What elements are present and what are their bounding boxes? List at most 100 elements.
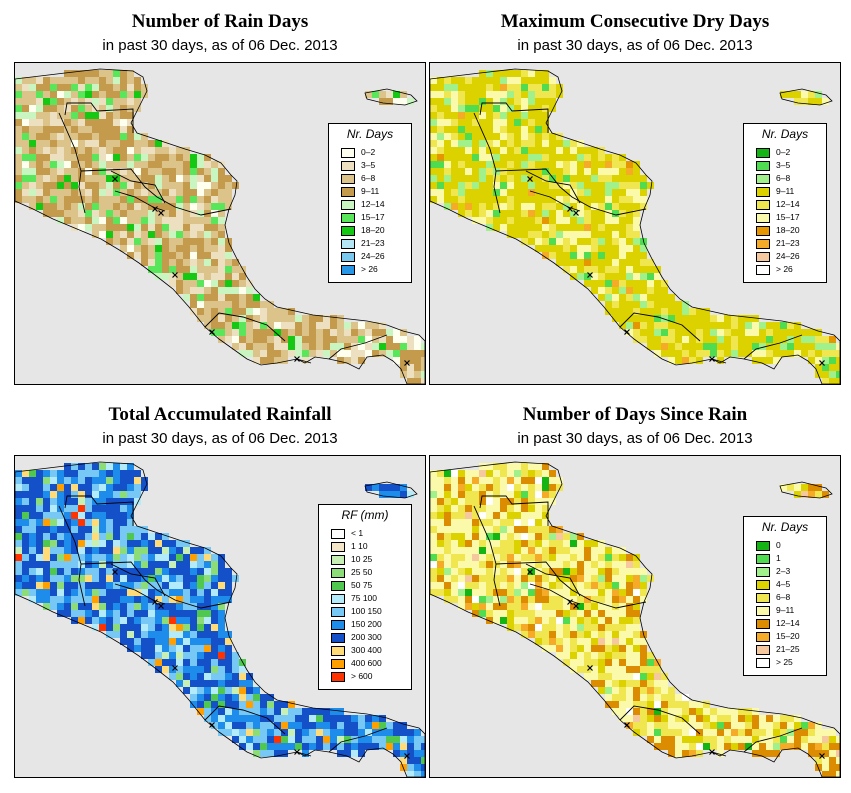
country-border — [296, 751, 312, 757]
legend-label: < 1 — [351, 528, 364, 538]
city-marker — [112, 569, 118, 575]
legend-label: 12–14 — [776, 199, 800, 209]
country-border — [204, 312, 286, 342]
legend-swatch — [331, 672, 345, 682]
map-raster — [430, 68, 840, 384]
island-outline — [364, 88, 418, 106]
country-border — [619, 705, 701, 735]
country-border — [110, 170, 166, 204]
legend-label: 9–11 — [361, 186, 380, 196]
legend-swatch — [756, 187, 770, 197]
legend-title: Nr. Days — [346, 127, 394, 141]
legend-swatch — [756, 213, 770, 223]
legend-swatch — [331, 555, 345, 565]
legend-swatch — [331, 568, 345, 578]
legend-label: 9–11 — [776, 605, 795, 615]
legend-swatch — [341, 174, 355, 184]
legend-label: 3–5 — [776, 160, 791, 170]
country-border — [495, 561, 647, 609]
country-border — [711, 751, 727, 757]
country-border — [114, 190, 166, 212]
city-marker — [527, 569, 533, 575]
legend-label: 6–8 — [776, 592, 791, 602]
country-border — [495, 168, 647, 216]
city-marker — [152, 599, 158, 605]
legend-swatch — [756, 658, 770, 668]
legend-label: 1 10 — [351, 541, 368, 551]
legend-label: 21–25 — [776, 644, 800, 654]
legend-label: 6–8 — [361, 173, 376, 183]
legend-label: 15–17 — [776, 212, 800, 222]
raster-cells — [430, 463, 840, 777]
legend-label: > 26 — [361, 264, 378, 274]
legend-swatch — [756, 593, 770, 603]
legend-swatch — [341, 226, 355, 236]
panel-total-rainfall: Total Accumulated Rainfall in past 30 da… — [14, 398, 426, 778]
country-border — [743, 334, 803, 360]
legend-label: 4–5 — [776, 579, 791, 589]
country-border — [479, 495, 549, 526]
country-border — [525, 170, 581, 204]
legend-title: Nr. Days — [761, 127, 809, 141]
legend-swatch — [331, 646, 345, 656]
country-border — [743, 727, 803, 753]
country-border — [328, 334, 388, 360]
legend-label: 12–14 — [776, 618, 800, 628]
legend-label: 24–26 — [361, 251, 385, 261]
map-frame — [429, 455, 841, 778]
country-border — [525, 563, 581, 597]
city-marker — [819, 753, 825, 759]
legend-label: > 25 — [776, 657, 793, 667]
legend-label: 200 300 — [351, 632, 382, 642]
city-marker — [404, 360, 410, 366]
panel-subtitle: in past 30 days, as of 06 Dec. 2013 — [517, 37, 753, 54]
city-marker — [709, 749, 715, 755]
city-marker — [624, 722, 630, 728]
legend-swatch — [341, 187, 355, 197]
island-outline — [779, 481, 833, 499]
country-border — [711, 358, 727, 364]
panel-title: Number of Days Since Rain — [522, 404, 748, 425]
legend-label: 6–8 — [776, 173, 791, 183]
legend-swatch — [756, 619, 770, 629]
map-raster — [15, 461, 425, 777]
legend-swatch — [756, 252, 770, 262]
city-marker — [819, 360, 825, 366]
legend-swatch — [756, 606, 770, 616]
country-border — [529, 190, 581, 212]
legend: Nr. Days 0–2 3–5 6–8 9–11 12–14 15–17 18–20 21–… — [328, 123, 412, 283]
country-border — [619, 312, 701, 342]
legend-label: 300 400 — [351, 645, 382, 655]
panel-title: Number of Rain Days — [131, 11, 309, 32]
legend-swatch — [331, 594, 345, 604]
map-raster — [430, 461, 840, 777]
city-marker — [158, 603, 164, 609]
city-marker — [209, 329, 215, 335]
coastline — [15, 68, 425, 384]
legend-swatch — [341, 252, 355, 262]
coastline — [430, 461, 840, 777]
city-marker — [587, 665, 593, 671]
city-marker — [172, 665, 178, 671]
country-border — [204, 705, 286, 735]
legend-label: 21–23 — [361, 238, 385, 248]
country-border — [529, 583, 581, 605]
legend-label: 3–5 — [361, 160, 376, 170]
country-border — [296, 358, 312, 364]
country-border — [80, 561, 232, 609]
panel-title: Total Accumulated Rainfall — [108, 404, 332, 425]
city-marker — [624, 329, 630, 335]
legend-swatch — [756, 554, 770, 564]
legend-label: 0–2 — [776, 147, 791, 157]
legend-title: Nr. Days — [761, 520, 809, 534]
country-border — [328, 727, 388, 753]
raster-cells — [430, 70, 840, 384]
legend-swatch — [756, 567, 770, 577]
legend-swatch — [331, 581, 345, 591]
city-marker — [172, 272, 178, 278]
legend-label: 400 600 — [351, 658, 382, 668]
legend-title: RF (mm) — [341, 508, 389, 522]
legend-swatch — [331, 633, 345, 643]
legend-swatch — [331, 542, 345, 552]
legend-label: 75 100 — [351, 593, 377, 603]
